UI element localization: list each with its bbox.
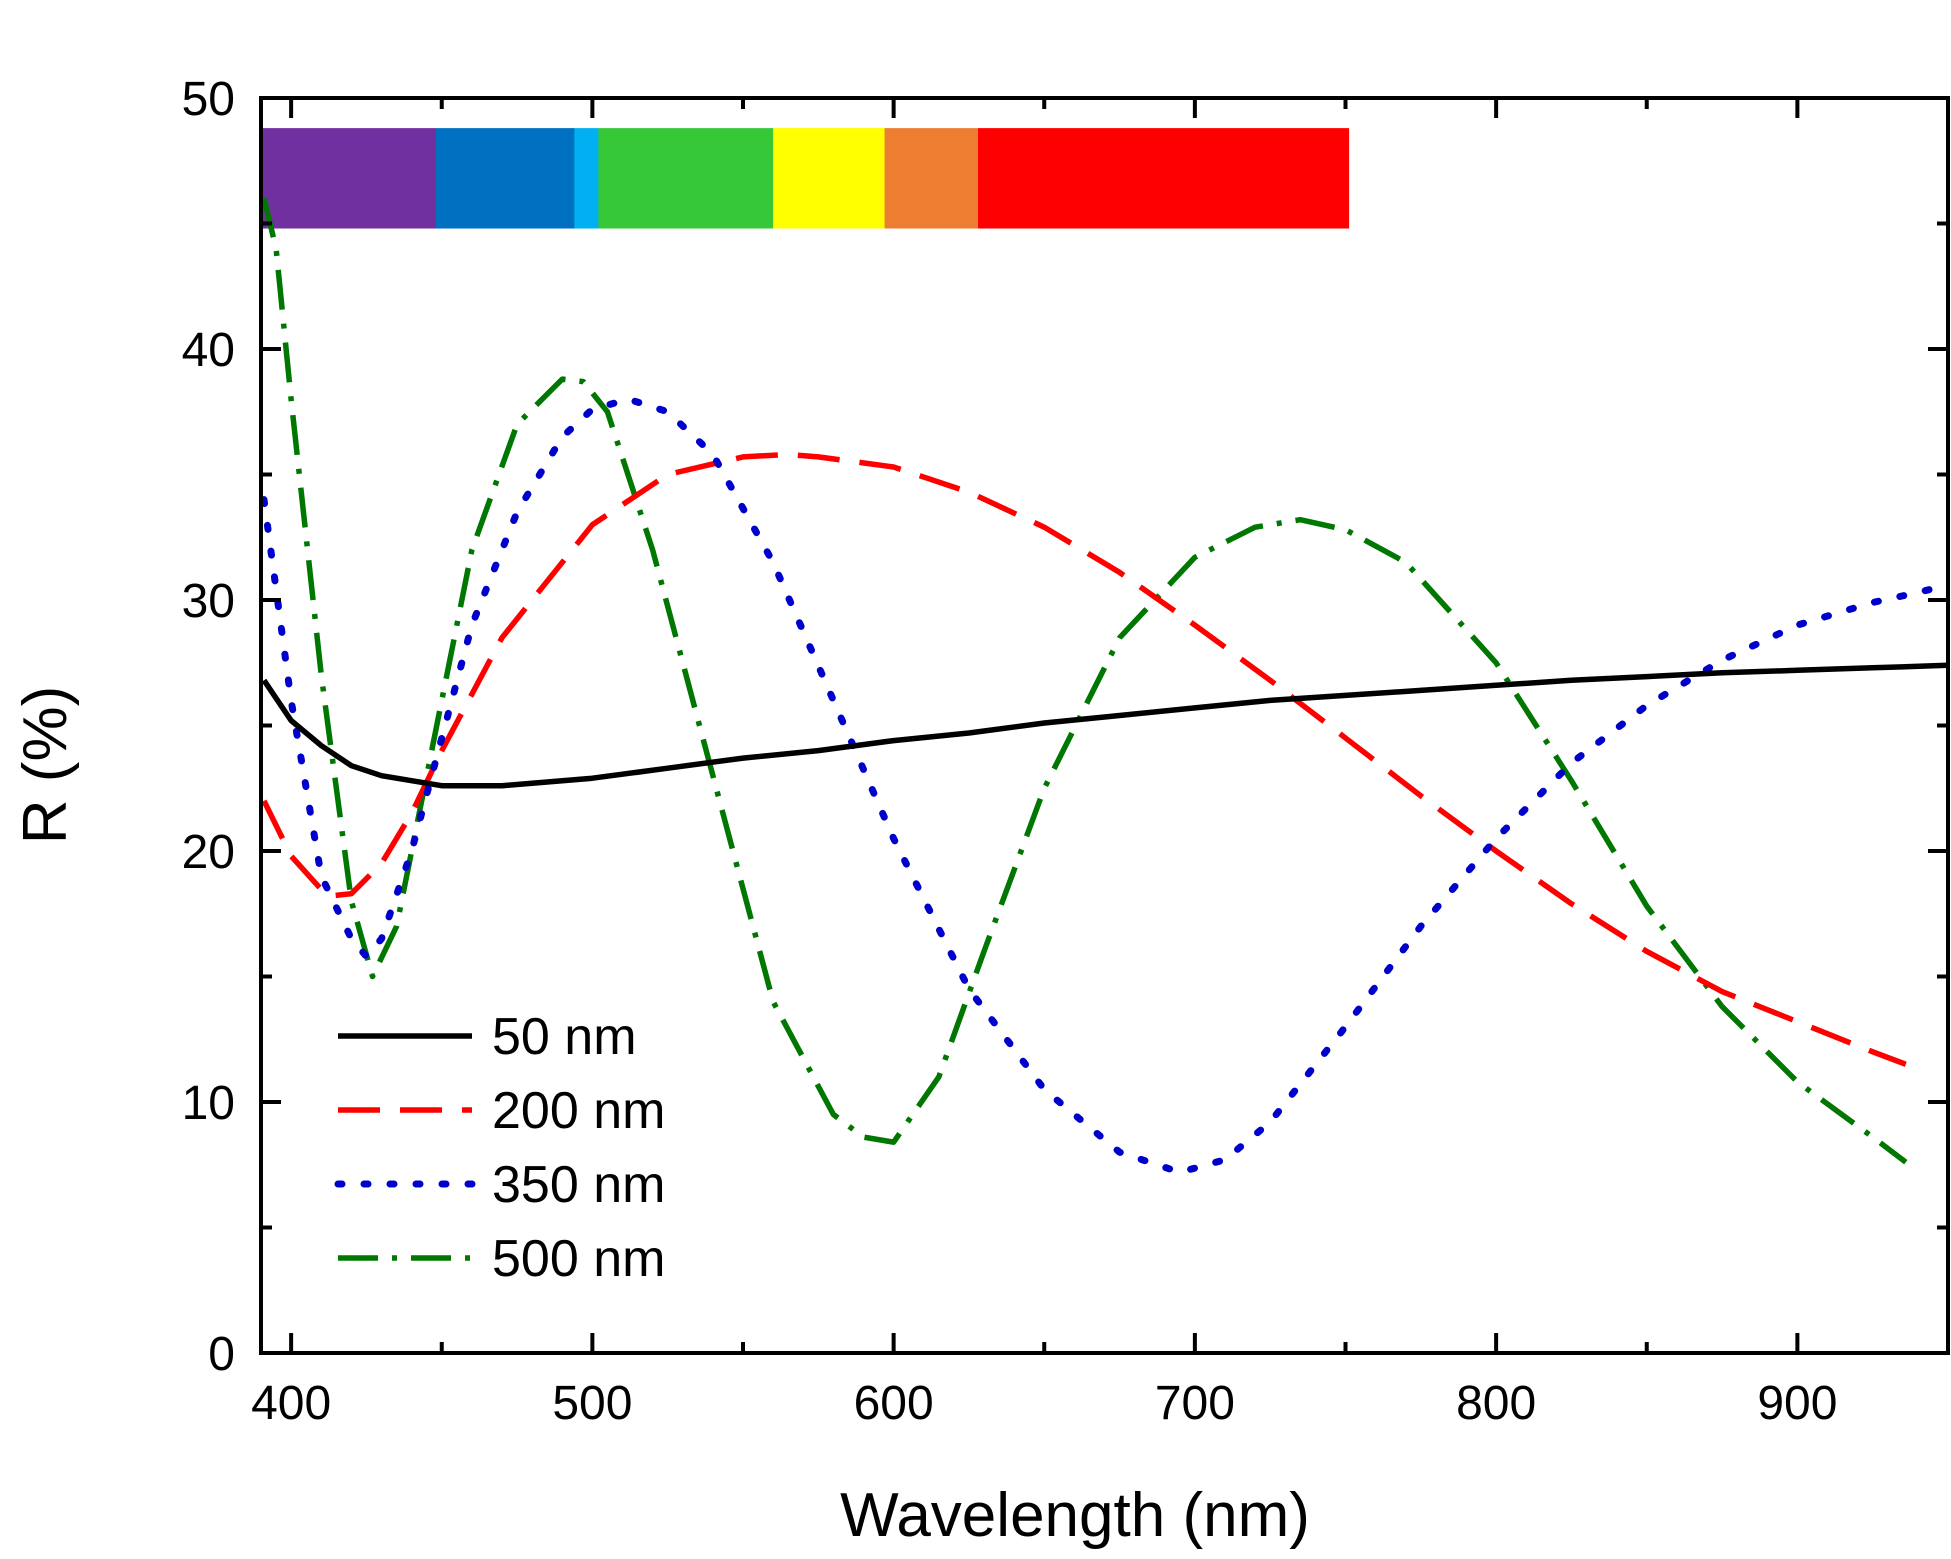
legend-label: 350 nm bbox=[492, 1156, 665, 1214]
axes: 400 500 600 700 800 900 0 10 20 30 40 50 bbox=[182, 73, 1950, 1430]
y-axis-title: R (%) bbox=[11, 686, 80, 844]
legend-label: 500 nm bbox=[492, 1230, 665, 1288]
y-tick-label: 0 bbox=[208, 1328, 235, 1381]
x-tick-label: 600 bbox=[854, 1377, 934, 1430]
x-axis-title: Wavelength (nm) bbox=[840, 1481, 1310, 1550]
legend-label: 50 nm bbox=[492, 1008, 637, 1066]
plot-series bbox=[261, 197, 1948, 1176]
y-tick-label: 10 bbox=[182, 1077, 235, 1130]
spectrum-band bbox=[598, 128, 774, 229]
x-tick-label: 500 bbox=[552, 1377, 632, 1430]
legend-label: 200 nm bbox=[492, 1082, 665, 1140]
y-tick-label: 30 bbox=[182, 575, 235, 628]
legend: 50 nm 200 nm 350 nm 500 nm bbox=[334, 1008, 665, 1288]
x-tick-label: 800 bbox=[1456, 1377, 1536, 1430]
spectrum-bar bbox=[261, 128, 1350, 229]
x-tick-label: 400 bbox=[251, 1377, 331, 1430]
spectrum-band bbox=[574, 128, 599, 229]
spectrum-band bbox=[261, 128, 437, 229]
series-line-50-nm bbox=[261, 662, 1948, 789]
spectrum-band bbox=[977, 128, 1350, 229]
spectrum-band bbox=[435, 128, 575, 229]
y-tick-label: 50 bbox=[182, 73, 235, 126]
y-tick-label: 20 bbox=[182, 826, 235, 879]
series-line-200-nm bbox=[261, 451, 1907, 1067]
y-tick-label: 40 bbox=[182, 324, 235, 377]
series-line-500-nm bbox=[261, 197, 1908, 1165]
series-line-350-nm bbox=[261, 395, 1948, 1176]
x-tick-label: 700 bbox=[1155, 1377, 1235, 1430]
x-tick-label: 900 bbox=[1757, 1377, 1837, 1430]
spectrum-band bbox=[773, 128, 886, 229]
spectrum-band bbox=[884, 128, 979, 229]
